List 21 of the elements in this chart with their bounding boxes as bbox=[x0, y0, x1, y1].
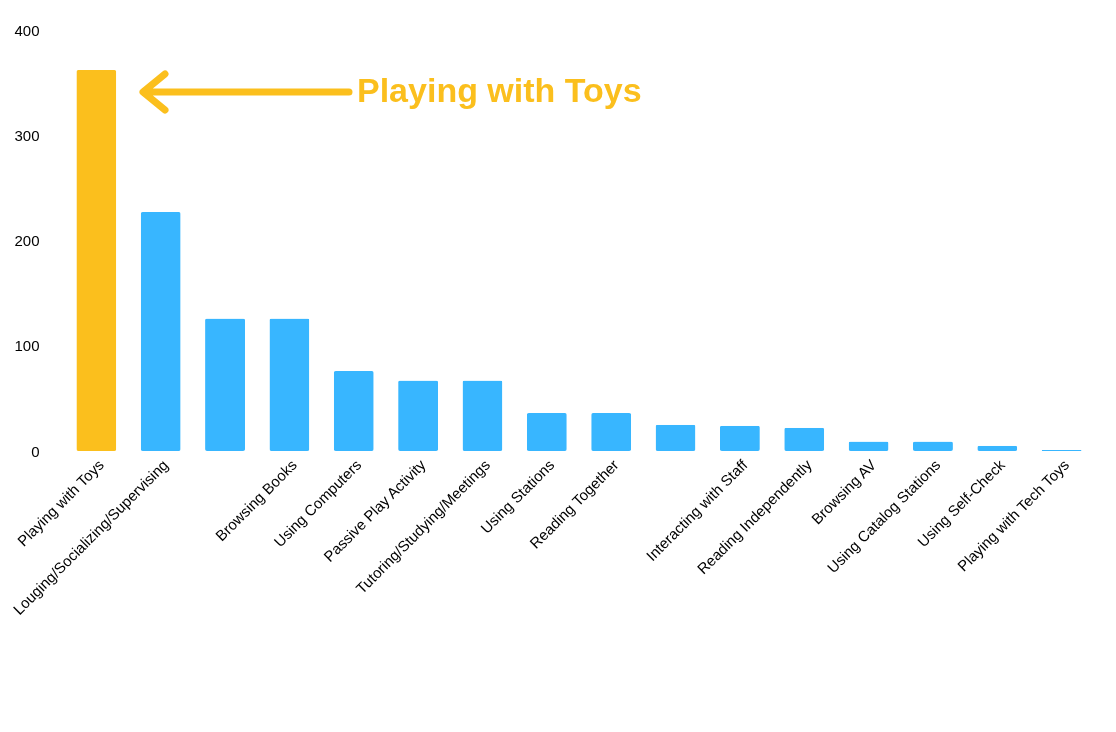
bar bbox=[784, 427, 825, 451]
bar bbox=[76, 69, 117, 451]
bar bbox=[140, 212, 181, 451]
bar bbox=[655, 424, 696, 451]
bar bbox=[912, 441, 953, 451]
bar bbox=[526, 413, 567, 451]
bar bbox=[462, 380, 503, 451]
bar bbox=[269, 318, 310, 451]
bar bbox=[848, 441, 889, 451]
y-tick-label: 400 bbox=[14, 21, 40, 39]
bar bbox=[591, 413, 632, 451]
bar bbox=[719, 425, 760, 451]
y-tick-label: 100 bbox=[14, 337, 40, 355]
bar bbox=[977, 445, 1018, 451]
annotation: Playing with Toys bbox=[357, 71, 642, 109]
bar bbox=[398, 380, 439, 451]
y-tick-label: 300 bbox=[14, 126, 40, 144]
bar bbox=[333, 371, 374, 451]
y-tick-label: 200 bbox=[14, 232, 40, 249]
y-tick-label: 0 bbox=[31, 442, 40, 460]
bar bbox=[205, 318, 246, 451]
